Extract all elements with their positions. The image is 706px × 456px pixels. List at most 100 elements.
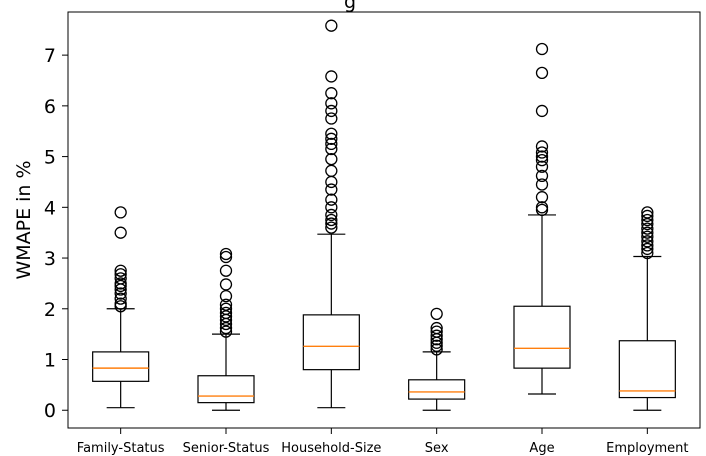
- y-tick-label: 3: [44, 248, 56, 270]
- outlier-point: [641, 222, 654, 235]
- outlier-point: [325, 127, 338, 140]
- outlier-point: [535, 169, 549, 183]
- axes-frame: [67, 11, 701, 429]
- outlier-point: [219, 289, 233, 303]
- y-tick-label: 5: [44, 147, 56, 169]
- outlier-point: [219, 298, 233, 311]
- outlier-point: [641, 206, 654, 219]
- outlier-point: [325, 201, 338, 214]
- outlier-point: [219, 264, 233, 277]
- outlier-point: [114, 292, 127, 305]
- outlier-point: [219, 310, 233, 323]
- outlier-point: [325, 175, 338, 189]
- outlier-point: [641, 209, 654, 223]
- outlier-point: [219, 247, 233, 261]
- outlier-point: [430, 329, 443, 342]
- outlier-point: [325, 132, 338, 145]
- outlier-point: [641, 239, 654, 252]
- outlier-point: [114, 206, 127, 219]
- outlier-point: [325, 213, 338, 227]
- outlier-point: [325, 19, 338, 32]
- outlier-point: [114, 297, 127, 310]
- iqr-box: [408, 379, 466, 400]
- outlier-point: [325, 97, 338, 110]
- box-group-employment: [618, 206, 676, 411]
- outlier-point: [535, 160, 549, 173]
- outlier-point: [114, 272, 127, 285]
- outlier-point: [325, 152, 338, 166]
- box-group-age: [513, 42, 571, 395]
- box-group-sex: [408, 307, 466, 411]
- x-tick-label: Employment: [606, 441, 688, 456]
- outlier-point: [325, 164, 338, 177]
- outlier-point: [219, 321, 233, 335]
- x-axis: Family-Status Senior-Status Household-Size…: [77, 428, 689, 456]
- y-axis-label: WMAPE in %: [13, 160, 35, 279]
- outlier-point: [641, 213, 654, 227]
- outlier-point: [114, 277, 127, 290]
- outlier-point: [325, 208, 338, 222]
- box-group-household-size: [302, 19, 360, 409]
- outlier-point: [641, 246, 654, 260]
- outlier-point: [641, 230, 654, 243]
- outlier-point: [535, 66, 549, 80]
- chart-title-fragment: g: [344, 0, 356, 13]
- iqr-box: [92, 351, 150, 382]
- y-axis: 0 1 2 3 4 5 6 7: [44, 45, 68, 422]
- outlier-point: [535, 201, 549, 214]
- box-group-family-status: [92, 206, 150, 409]
- outlier-point: [219, 278, 233, 291]
- outlier-point: [114, 268, 127, 281]
- box-group-senior-status: [197, 247, 255, 411]
- outlier-point: [535, 153, 549, 167]
- y-tick-label: 6: [44, 96, 56, 118]
- y-tick-label: 2: [44, 299, 56, 321]
- outlier-point: [114, 287, 127, 300]
- x-tick-label: Household-Size: [281, 441, 381, 456]
- x-tick-label: Age: [529, 441, 554, 456]
- iqr-box: [618, 340, 676, 399]
- outlier-point: [641, 235, 654, 248]
- outlier-point: [325, 112, 338, 125]
- outlier-point: [325, 104, 338, 118]
- outlier-point: [114, 264, 127, 277]
- iqr-box: [197, 375, 255, 404]
- y-tick-label: 0: [44, 400, 56, 422]
- outlier-point: [430, 307, 443, 321]
- outlier-point: [535, 150, 549, 163]
- outlier-point: [325, 87, 338, 100]
- outlier-point: [641, 217, 654, 231]
- outlier-point: [219, 250, 233, 264]
- outlier-point: [535, 146, 549, 159]
- y-tick-label: 4: [44, 197, 56, 219]
- outlier-point: [219, 306, 233, 319]
- outlier-point: [535, 42, 549, 56]
- outlier-point: [430, 321, 443, 335]
- x-tick-label: Senior-Status: [183, 441, 270, 456]
- outlier-point: [535, 104, 549, 118]
- outlier-point: [535, 203, 549, 217]
- x-tick-label: Sex: [425, 441, 449, 456]
- outlier-point: [325, 137, 338, 151]
- outlier-point: [325, 142, 338, 156]
- outlier-point: [325, 183, 338, 196]
- outlier-point: [430, 343, 443, 356]
- outlier-point: [430, 339, 443, 352]
- outlier-point: [641, 242, 654, 256]
- iqr-box: [513, 305, 571, 369]
- outlier-point: [535, 178, 549, 191]
- y-tick-label: 1: [44, 350, 56, 372]
- outlier-point: [114, 226, 127, 239]
- outlier-point: [325, 70, 338, 83]
- outlier-point: [325, 221, 338, 234]
- x-tick-label: Family-Status: [77, 441, 165, 456]
- outlier-point: [430, 325, 443, 338]
- outlier-point: [535, 191, 549, 204]
- outlier-point: [641, 226, 654, 239]
- outlier-point: [535, 140, 549, 153]
- outlier-point: [325, 193, 338, 206]
- y-tick-label: 7: [44, 45, 56, 67]
- outlier-point: [219, 302, 233, 315]
- iqr-box: [302, 314, 360, 371]
